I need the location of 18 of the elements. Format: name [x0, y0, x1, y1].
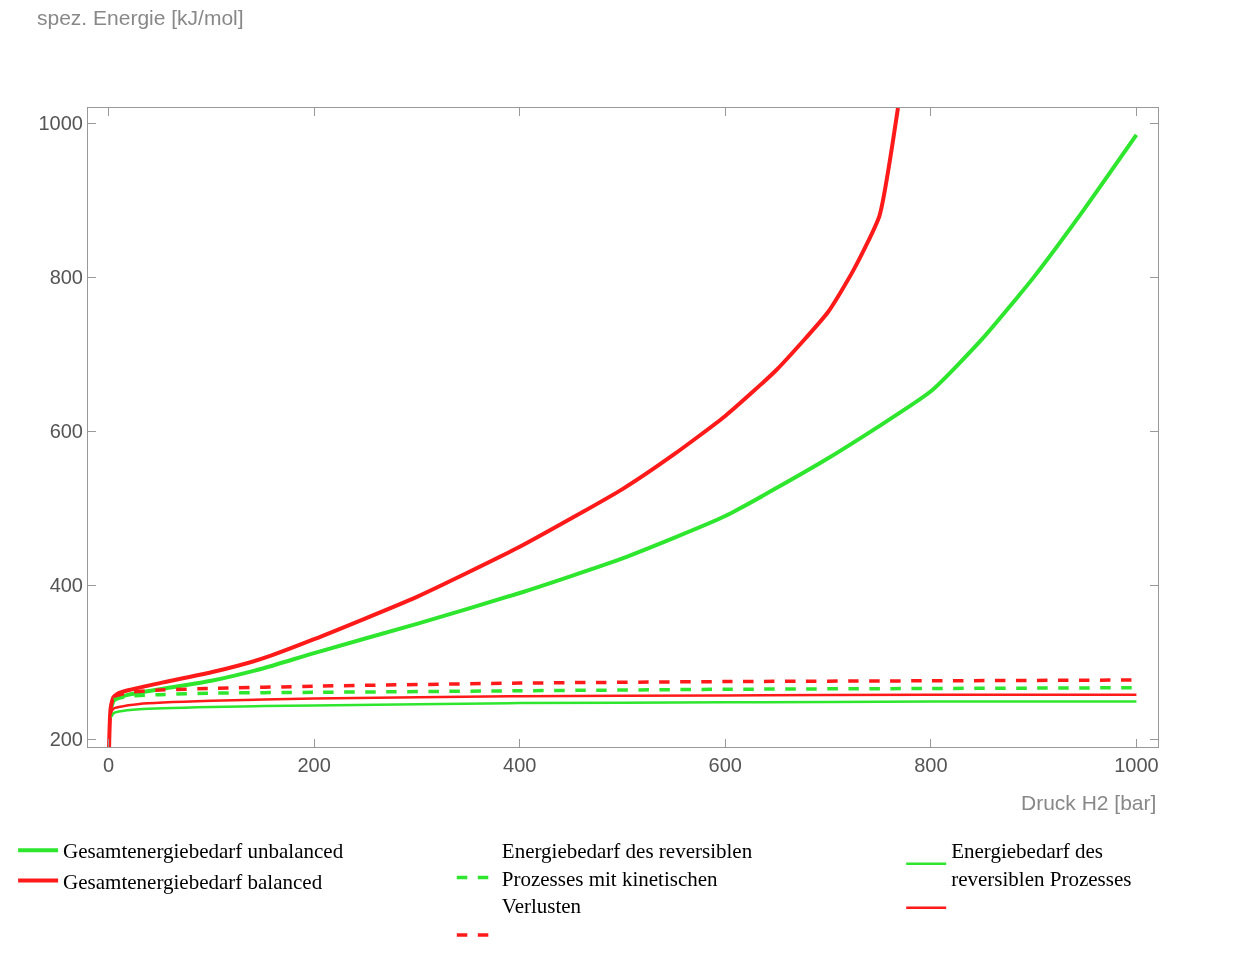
x-tick-label: 0 — [103, 754, 115, 776]
legend-label: Gesamtenergiebedarf unbalanced — [63, 839, 344, 864]
x-tick-label: 200 — [297, 754, 331, 776]
legend-label: Gesamtenergiebedarf balanced — [63, 869, 323, 894]
y-tick-label: 800 — [49, 266, 83, 289]
x-axis-title: Druck H2 [bar] — [1021, 791, 1157, 814]
x-tick-label: 400 — [503, 754, 537, 776]
legend-label: Energiebedarf des reversiblen Prozesses — [951, 839, 1132, 891]
x-tick-label: 600 — [708, 754, 742, 776]
y-tick-label: 600 — [49, 420, 83, 443]
x-tick-label: 800 — [914, 754, 948, 776]
y-tick-label: 400 — [49, 574, 83, 597]
x-tick-label: 1000 — [1114, 754, 1159, 776]
legend-label: Energiebedarf des reversiblen Prozesses mit kinetischen Verlusten — [501, 839, 753, 919]
y-axis-title: spez. Energie [kJ/mol] — [37, 6, 244, 29]
y-tick-label: 200 — [49, 728, 83, 751]
y-tick-label: 1000 — [38, 112, 83, 135]
line-series — [109, 700, 1138, 719]
